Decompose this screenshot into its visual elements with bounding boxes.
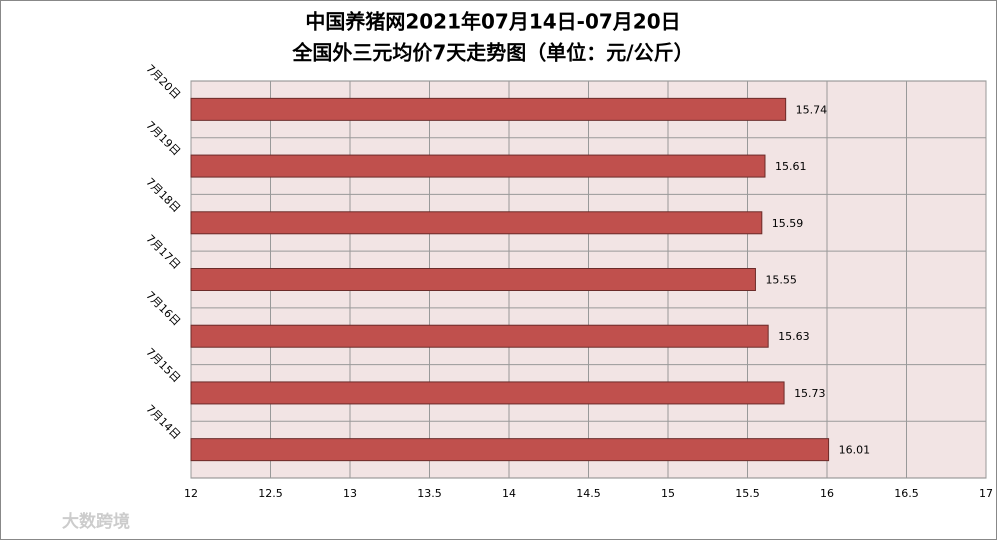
- data-label: 15.73: [794, 387, 826, 400]
- bar: [190, 324, 769, 348]
- x-tick-label: 16.5: [894, 487, 919, 500]
- bar: [190, 438, 830, 462]
- bar: [190, 381, 785, 405]
- x-tick-label: 17: [979, 487, 993, 500]
- data-label: 15.55: [765, 274, 797, 287]
- bar: [190, 211, 763, 235]
- data-label: 15.63: [778, 330, 810, 343]
- x-tick-label: 16: [820, 487, 834, 500]
- chart-subtitle: 全国外三元均价7天走势图（单位：元/公斤）: [291, 41, 693, 65]
- x-tick-label: 13.5: [417, 487, 442, 500]
- watermark: 大数跨境: [62, 511, 130, 532]
- data-label: 15.59: [772, 217, 804, 230]
- bar: [190, 97, 787, 121]
- x-tick-label: 15: [661, 487, 675, 500]
- bar: [190, 268, 756, 291]
- chart-title: 中国养猪网2021年07月14日-07月20日: [305, 10, 680, 34]
- x-tick-label: 14: [502, 487, 516, 500]
- data-label: 15.61: [775, 160, 807, 173]
- x-tick-label: 13: [343, 487, 357, 500]
- bar: [190, 154, 766, 178]
- data-label: 16.01: [839, 444, 871, 457]
- data-label: 15.74: [796, 103, 828, 116]
- x-tick-label: 12.5: [258, 487, 283, 500]
- x-tick-label: 15.5: [735, 487, 760, 500]
- x-tick-label: 12: [184, 487, 198, 500]
- x-tick-label: 14.5: [576, 487, 601, 500]
